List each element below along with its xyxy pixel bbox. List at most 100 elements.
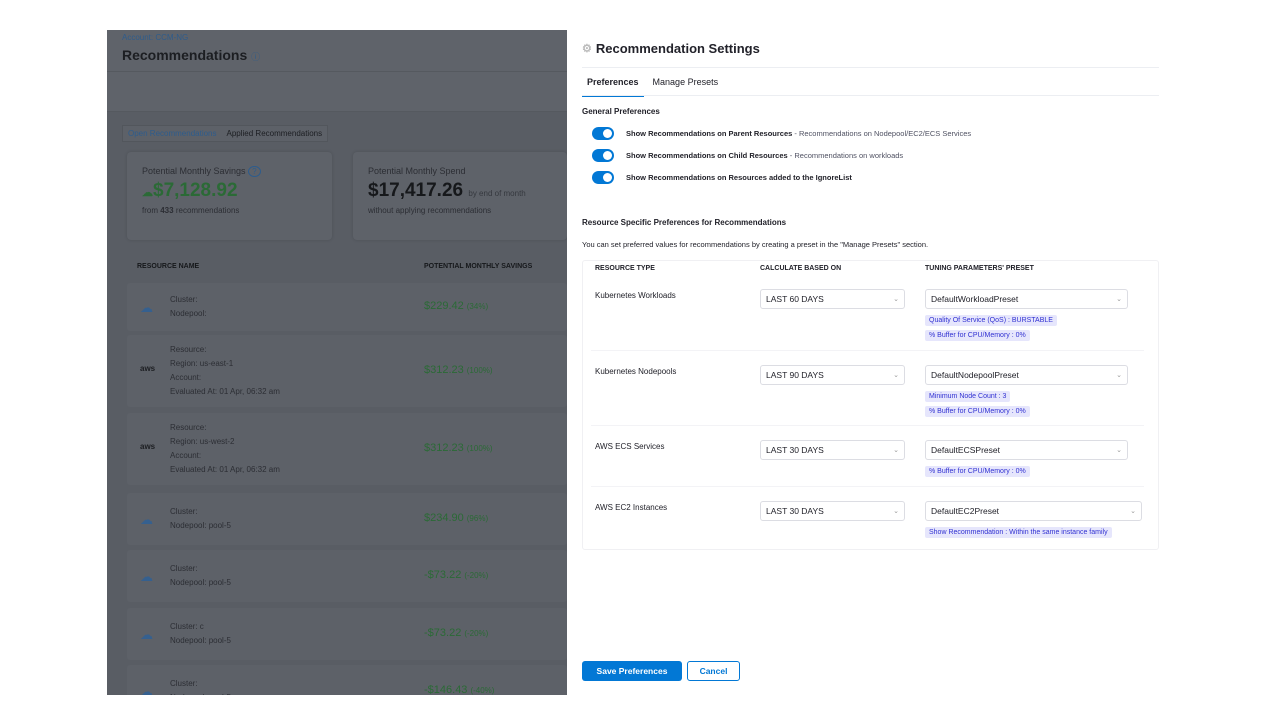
savings-amount: -$146.43 (-40%) xyxy=(424,684,494,695)
tab-manage-presets[interactable]: Manage Presets xyxy=(652,77,719,87)
preset-select[interactable]: DefaultNodepoolPreset ⌄ xyxy=(925,365,1128,385)
table-row[interactable]: ☁ Cluster: Nodepool: pool-5 -$146.43(-40%) xyxy=(127,665,567,695)
amount-value: -$73.22 xyxy=(424,569,462,581)
resource-details: Cluster: c Nodepool: pool-5 xyxy=(170,620,231,648)
preset-select[interactable]: DefaultWorkloadPreset ⌄ xyxy=(925,289,1128,309)
chevron-down-icon: ⌄ xyxy=(1116,447,1122,454)
resource-details: Resource: Region: us-east-1 Account: Evalua… xyxy=(170,343,280,399)
toggle-label: Show Recommendations on Parent Resources xyxy=(626,129,793,138)
resource-line: Nodepool: xyxy=(170,309,207,318)
resource-line: Nodepool: pool-5 xyxy=(170,691,231,695)
resource-line: Evaluated At: 01 Apr, 06:32 am xyxy=(170,465,280,474)
toggle-switch[interactable] xyxy=(592,149,614,162)
table-row[interactable]: ☁ Cluster: c Nodepool: pool-5 -$73.22 (-20%) xyxy=(127,608,567,660)
preference-toggle-row: Show Recommendations on Resources added … xyxy=(592,171,852,184)
toggle-label: Show Recommendations on Child Resources xyxy=(626,151,788,160)
chevron-down-icon: ⌄ xyxy=(1116,296,1122,303)
cloud-icon: ☁ xyxy=(142,187,153,199)
general-preferences-title: General Preferences xyxy=(582,107,660,116)
preset-value: DefaultWorkloadPreset xyxy=(931,294,1019,304)
savings-amount: -$73.22 (-20%) xyxy=(424,627,488,639)
period-select[interactable]: LAST 30 DAYS ⌄ xyxy=(760,501,905,521)
cancel-button[interactable]: Cancel xyxy=(687,661,740,681)
savings-value: $7,128.92 xyxy=(153,180,238,201)
table-row[interactable]: aws Resource: Region: us-west-2 Account: Eva… xyxy=(127,413,567,485)
drawer-title-text: Recommendation Settings xyxy=(595,41,760,56)
period-value: LAST 60 DAYS xyxy=(766,294,824,304)
help-icon[interactable]: ? xyxy=(248,166,261,177)
savings-card: Potential Monthly Savings ? ☁$7,128.92 f… xyxy=(127,152,332,240)
rec-count: 433 xyxy=(160,206,174,215)
toggle-switch[interactable] xyxy=(592,127,614,140)
preset-select[interactable]: DefaultECSPreset ⌄ xyxy=(925,440,1128,460)
savings-label: Potential Monthly Savings xyxy=(142,166,246,176)
period-select[interactable]: LAST 30 DAYS ⌄ xyxy=(760,440,905,460)
table-row[interactable]: ☁ Cluster: Nodepool: pool-5 $234.90 (96%) xyxy=(127,493,567,545)
amount-value: $234.90 xyxy=(424,512,464,524)
preference-toggle-row: Show Recommendations on Parent Resources… xyxy=(592,127,971,140)
period-select[interactable]: LAST 90 DAYS ⌄ xyxy=(760,365,905,385)
divider xyxy=(582,67,1159,68)
resource-line: Account: xyxy=(170,373,202,382)
page-title-text: Recommendations xyxy=(122,47,248,63)
gcp-logo-icon: ☁ xyxy=(140,300,153,315)
page-header xyxy=(107,30,567,72)
period-value: LAST 90 DAYS xyxy=(766,370,824,380)
resource-type: Kubernetes Workloads xyxy=(595,291,676,300)
breadcrumb[interactable]: Account: CCM-NG xyxy=(122,33,189,42)
period-value: LAST 30 DAYS xyxy=(766,445,824,455)
period-select[interactable]: LAST 60 DAYS ⌄ xyxy=(760,289,905,309)
chevron-down-icon: ⌄ xyxy=(893,508,899,515)
table-row[interactable]: ☁ Cluster: Nodepool: $229.42 (34%) xyxy=(127,283,567,331)
spend-sub: without applying recommendations xyxy=(368,206,492,215)
save-preferences-button[interactable]: Save Preferences xyxy=(582,661,682,681)
preset-param-tag: Quality Of Service (QoS) : BURSTABLE xyxy=(925,315,1057,326)
preset-param-tag: % Buffer for CPU/Memory : 0% xyxy=(925,466,1030,477)
amount-value: $229.42 xyxy=(424,300,464,312)
resource-line: Cluster: xyxy=(170,295,198,304)
savings-amount: $312.23 (100%) xyxy=(424,442,493,454)
savings-amount: $229.42 (34%) xyxy=(424,300,488,312)
table-row[interactable]: aws Resource: Region: us-east-1 Account: Eva… xyxy=(127,335,567,407)
resource-type: AWS ECS Services xyxy=(595,442,665,451)
tab-preferences[interactable]: Preferences xyxy=(582,74,644,97)
gear-icon: ⚙ xyxy=(582,43,592,55)
recommendations-page-dimmed[interactable]: Account: CCM-NG Recommendations ⓘ Open R… xyxy=(107,30,567,695)
amount-pct: (34%) xyxy=(466,302,489,311)
settings-drawer: ⚙ Recommendation Settings Preferences Man… xyxy=(567,30,1173,695)
preferences-table xyxy=(582,260,1159,550)
toggle-desc: - Recommendations on Nodepool/EC2/ECS Se… xyxy=(792,129,972,138)
app: Account: CCM-NG Recommendations ⓘ Open R… xyxy=(107,30,1173,695)
savings-amount: $234.90 (96%) xyxy=(424,512,488,524)
amount-value: $312.23 xyxy=(424,442,464,454)
resource-line: Nodepool: pool-5 xyxy=(170,578,231,587)
amount-value: -$146.43 xyxy=(424,684,468,695)
toggle-switch[interactable] xyxy=(592,171,614,184)
preset-param-tag: % Buffer for CPU/Memory : 0% xyxy=(925,330,1030,341)
resource-details: Cluster: Nodepool: pool-5 xyxy=(170,677,231,695)
savings-sub2: recommendations xyxy=(175,206,240,215)
resource-line: Cluster: xyxy=(170,507,198,516)
tab-open[interactable]: Open Recommendations xyxy=(128,129,217,138)
table-row[interactable]: ☁ Cluster: Nodepool: pool-5 -$73.22 (-20%) xyxy=(127,550,567,602)
resource-line: Cluster: xyxy=(170,679,198,688)
tab-applied[interactable]: Applied Recommendations xyxy=(226,129,323,138)
col-resource-name: RESOURCE NAME xyxy=(137,263,200,270)
preset-select[interactable]: DefaultEC2Preset ⌄ xyxy=(925,501,1142,521)
drawer-tabs: Preferences Manage Presets xyxy=(582,74,723,97)
chevron-down-icon: ⌄ xyxy=(893,296,899,303)
savings-amount: -$73.22 (-20%) xyxy=(424,569,488,581)
chevron-down-icon: ⌄ xyxy=(893,372,899,379)
resource-details: Cluster: Nodepool: xyxy=(170,293,206,321)
preset-param-tag: Minimum Node Count : 3 xyxy=(925,391,1011,402)
period-value: LAST 30 DAYS xyxy=(766,506,824,516)
resource-line: Cluster: c xyxy=(170,622,204,631)
amount-pct: (100%) xyxy=(466,444,493,453)
preference-toggle-row: Show Recommendations on Child Resources … xyxy=(592,149,903,162)
amount-pct: (-20%) xyxy=(464,571,489,580)
gcp-logo-icon: ☁ xyxy=(140,569,153,584)
resource-preferences-title: Resource Specific Preferences for Recomm… xyxy=(582,218,787,227)
info-icon[interactable]: ⓘ xyxy=(251,52,261,62)
preset-value: DefaultEC2Preset xyxy=(931,506,1000,516)
filter-band xyxy=(107,72,567,112)
